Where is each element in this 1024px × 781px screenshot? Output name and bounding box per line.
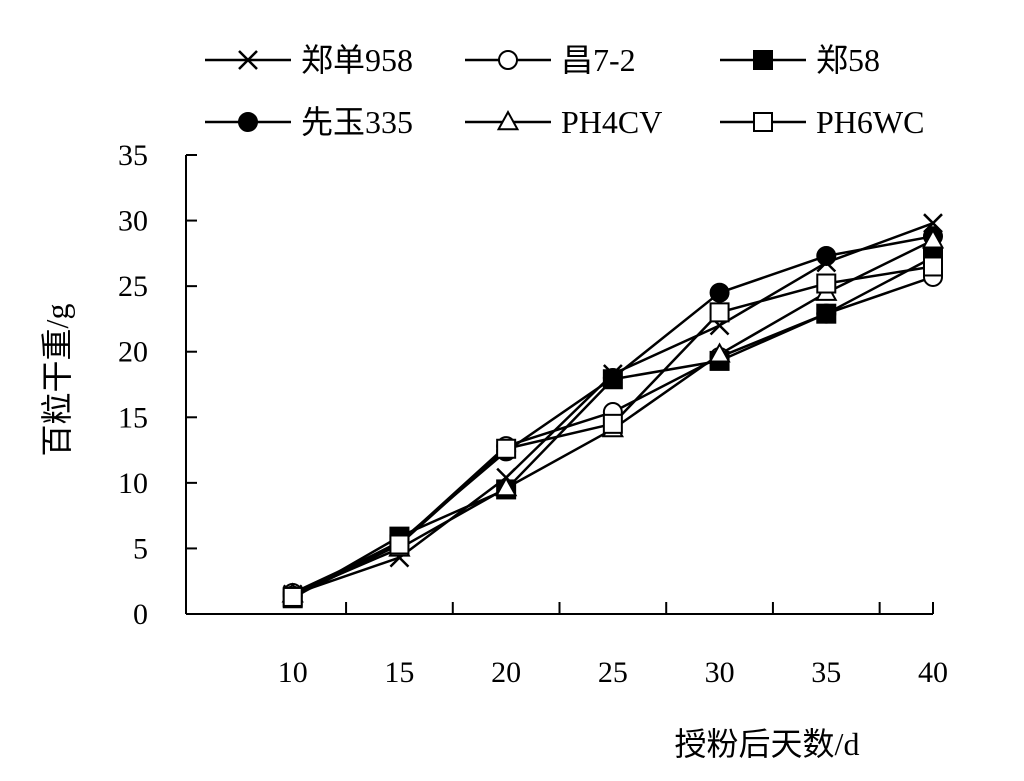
legend-item: 郑58 xyxy=(720,42,880,78)
data-point-series-6 xyxy=(389,534,410,555)
x-tick-label: 15 xyxy=(384,656,414,689)
x-axis-ticks: 10 15 20 25 30 35 40 xyxy=(278,602,948,689)
legend-item: 先玉335 xyxy=(205,104,413,140)
x-axis-title: 授粉后天数/d xyxy=(675,726,860,762)
data-point-series-6 xyxy=(602,413,623,434)
data-point-series-5 xyxy=(921,228,945,249)
x-tick-label: 25 xyxy=(598,656,628,689)
legend-marker xyxy=(753,50,773,70)
y-tick-label: 10 xyxy=(118,467,148,500)
data-point-series-6 xyxy=(816,273,837,294)
x-tick-label: 10 xyxy=(278,656,308,689)
legend-label: PH4CV xyxy=(561,104,662,140)
x-tick-label: 35 xyxy=(811,656,841,689)
data-point-series-3 xyxy=(816,303,837,324)
y-tick-label: 25 xyxy=(118,270,148,303)
legend-label: 郑单958 xyxy=(301,42,413,78)
legend-item: PH6WC xyxy=(720,104,924,140)
legend-marker xyxy=(238,50,258,70)
y-tick-label: 15 xyxy=(118,401,148,434)
axes: 0 5 10 15 20 25 30 35 10 15 20 25 30 35 40 xyxy=(118,139,948,689)
data-point-series-5 xyxy=(494,476,518,497)
data-point-series-6 xyxy=(923,256,943,277)
y-tick-label: 5 xyxy=(133,532,148,565)
data-point-series-6 xyxy=(709,302,730,323)
series-markers xyxy=(281,213,945,609)
legend-label: 昌7-2 xyxy=(561,42,636,78)
data-point-series-4 xyxy=(602,367,623,388)
legend-label: PH6WC xyxy=(816,104,924,140)
y-axis-ticks: 0 5 10 15 20 25 30 35 xyxy=(118,139,197,631)
legend: 郑单958 昌7-2 郑58 先玉335 PH4CV PH6WC xyxy=(205,42,924,140)
x-tick-label: 40 xyxy=(918,656,948,689)
legend-item: 昌7-2 xyxy=(465,42,636,78)
y-axis-title: 百粒干重/g xyxy=(39,304,75,457)
legend-marker xyxy=(238,112,258,132)
legend-marker xyxy=(496,110,520,131)
legend-marker xyxy=(498,50,518,70)
legend-item: 郑单958 xyxy=(205,42,413,78)
data-point-series-4 xyxy=(816,245,837,266)
y-tick-label: 30 xyxy=(118,205,148,238)
legend-marker xyxy=(753,112,773,132)
y-tick-label: 0 xyxy=(133,598,148,631)
x-tick-label: 30 xyxy=(705,656,735,689)
legend-label: 郑58 xyxy=(816,42,880,78)
data-point-series-5 xyxy=(708,342,731,363)
data-point-series-6 xyxy=(496,438,517,459)
legend-item: PH4CV xyxy=(465,104,662,140)
data-point-series-6 xyxy=(282,586,303,607)
y-tick-label: 20 xyxy=(118,336,148,369)
x-tick-label: 20 xyxy=(491,656,521,689)
y-tick-label: 35 xyxy=(118,139,148,172)
legend-label: 先玉335 xyxy=(301,104,413,140)
data-point-series-4 xyxy=(709,282,730,303)
